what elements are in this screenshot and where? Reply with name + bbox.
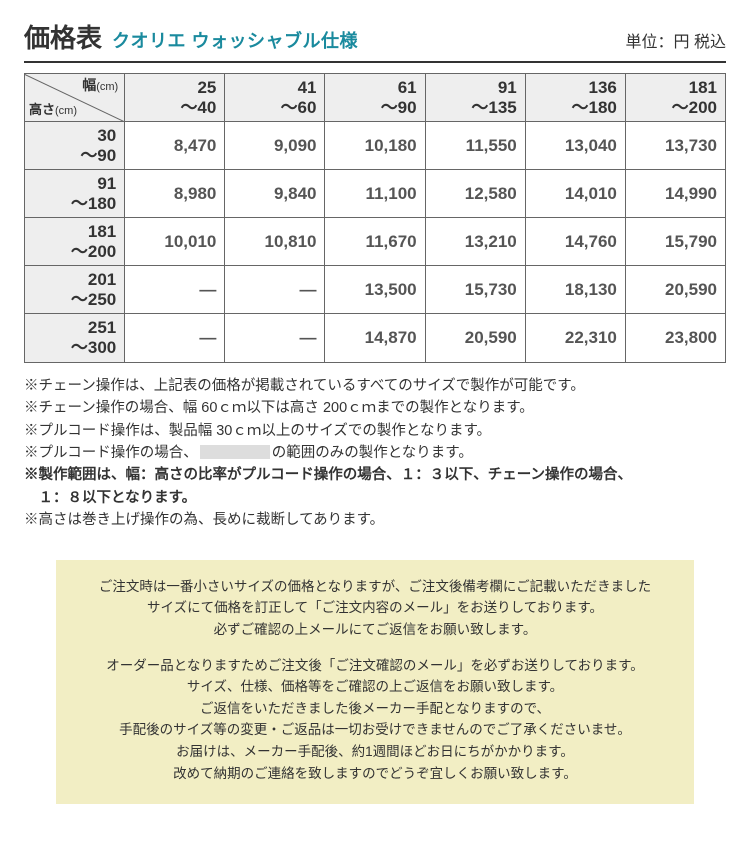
note-line: ※プルコード操作は、製品幅 30ｃｍ以上のサイズでの製作となります。	[24, 420, 726, 442]
price-cell: 11,100	[325, 170, 425, 218]
note-line-bold: ※製作範囲は、幅：高さの比率がプルコード操作の場合、１：３以下、チェーン操作の場…	[24, 464, 726, 486]
price-cell: 10,180	[325, 122, 425, 170]
price-cell: 22,310	[525, 314, 625, 362]
col-header: 41〜60	[225, 74, 325, 122]
order-note-line: 手配後のサイズ等の変更・ご返品は一切お受けできませんのでご了承くださいませ。	[68, 719, 682, 741]
price-cell: 10,010	[125, 218, 225, 266]
order-note-line: サイズ、仕様、価格等をご確認の上ご返信をお願い致します。	[68, 676, 682, 698]
note-text: ※プルコード操作の場合、	[24, 445, 198, 461]
row-header: 181〜200	[25, 218, 125, 266]
price-cell: 14,870	[325, 314, 425, 362]
price-cell: ―	[125, 266, 225, 314]
order-note-line: オーダー品となりますためご注文後「ご注文確認のメール」を必ずお送りしております。	[68, 655, 682, 677]
corner-top-unit: (cm)	[96, 81, 118, 93]
sub-title: クオリエ ウォッシャブル仕様	[112, 27, 358, 53]
col-header: 25〜40	[125, 74, 225, 122]
note-line: ※チェーン操作は、上記表の価格が掲載されているすべてのサイズで製作が可能です。	[24, 375, 726, 397]
corner-bottom-unit: (cm)	[55, 105, 77, 117]
page-container: 価格表 クオリエ ウォッシャブル仕様 単位：円 税込 幅(cm) 高さ(cm) …	[0, 0, 750, 834]
table-row: 30〜908,4709,09010,18011,55013,04013,730	[25, 122, 726, 170]
corner-top-text: 幅	[82, 77, 96, 93]
table-row: 251〜300――14,87020,59022,31023,800	[25, 314, 726, 362]
price-cell: 18,130	[525, 266, 625, 314]
price-cell: 23,800	[625, 314, 725, 362]
col-header: 136〜180	[525, 74, 625, 122]
unit-label: 単位：円 税込	[626, 28, 726, 52]
price-cell: 15,790	[625, 218, 725, 266]
order-note-line: 必ずご確認の上メールにてご返信をお願い致します。	[68, 619, 682, 641]
price-cell: 11,550	[425, 122, 525, 170]
table-row: 91〜1808,9809,84011,10012,58014,01014,990	[25, 170, 726, 218]
corner-bottom-text: 高さ	[29, 102, 55, 117]
note-line: ※高さは巻き上げ操作の為、長めに裁断してあります。	[24, 509, 726, 531]
col-header: 61〜90	[325, 74, 425, 122]
price-cell: 20,590	[625, 266, 725, 314]
corner-cell: 幅(cm) 高さ(cm)	[25, 74, 125, 122]
price-table: 幅(cm) 高さ(cm) 25〜4041〜6061〜9091〜135136〜18…	[24, 73, 726, 363]
table-body: 30〜908,4709,09010,18011,55013,04013,7309…	[25, 122, 726, 362]
price-cell: 13,210	[425, 218, 525, 266]
col-header: 181〜200	[625, 74, 725, 122]
main-title: 価格表	[24, 18, 102, 55]
table-row: 181〜20010,01010,81011,67013,21014,76015,…	[25, 218, 726, 266]
price-cell: ―	[225, 314, 325, 362]
corner-top-label: 幅(cm)	[82, 77, 118, 94]
price-cell: 15,730	[425, 266, 525, 314]
header: 価格表 クオリエ ウォッシャブル仕様 単位：円 税込	[24, 18, 726, 63]
table-row: 201〜250――13,50015,73018,13020,590	[25, 266, 726, 314]
order-note-line: お届けは、メーカー手配後、約1週間ほどお日にちがかかります。	[68, 741, 682, 763]
row-header: 201〜250	[25, 266, 125, 314]
price-cell: 13,500	[325, 266, 425, 314]
col-header: 91〜135	[425, 74, 525, 122]
row-header: 251〜300	[25, 314, 125, 362]
price-cell: 9,840	[225, 170, 325, 218]
order-note-line: ご返信をいただきました後メーカー手配となりますので、	[68, 698, 682, 720]
price-cell: 14,010	[525, 170, 625, 218]
price-cell: 10,810	[225, 218, 325, 266]
order-note-line: ご注文時は一番小さいサイズの価格となりますが、ご注文後備考欄にご記載いただきまし…	[68, 576, 682, 598]
table-header-row: 幅(cm) 高さ(cm) 25〜4041〜6061〜9091〜135136〜18…	[25, 74, 726, 122]
price-cell: 13,730	[625, 122, 725, 170]
order-note-box: ご注文時は一番小さいサイズの価格となりますが、ご注文後備考欄にご記載いただきまし…	[56, 560, 694, 804]
price-cell: 13,040	[525, 122, 625, 170]
price-cell: 8,980	[125, 170, 225, 218]
order-note-line: サイズにて価格を訂正して「ご注文内容のメール」をお送りしております。	[68, 597, 682, 619]
price-cell: ―	[125, 314, 225, 362]
corner-bottom-label: 高さ(cm)	[29, 103, 77, 118]
price-cell: 14,990	[625, 170, 725, 218]
order-note-line: 改めて納期のご連絡を致しますのでどうぞ宜しくお願い致します。	[68, 763, 682, 785]
price-cell: 11,670	[325, 218, 425, 266]
price-cell: 8,470	[125, 122, 225, 170]
note-line: ※チェーン操作の場合、幅 60ｃｍ以下は高さ 200ｃｍまでの製作となります。	[24, 397, 726, 419]
note-line: ※プルコード操作の場合、 の範囲のみの製作となります。	[24, 442, 726, 464]
spacer	[68, 641, 682, 655]
price-cell: 20,590	[425, 314, 525, 362]
price-cell: 9,090	[225, 122, 325, 170]
title-group: 価格表 クオリエ ウォッシャブル仕様	[24, 18, 358, 55]
price-cell: ―	[225, 266, 325, 314]
price-cell: 12,580	[425, 170, 525, 218]
row-header: 91〜180	[25, 170, 125, 218]
note-text: の範囲のみの製作となります。	[272, 445, 473, 461]
row-header: 30〜90	[25, 122, 125, 170]
grey-placeholder	[200, 445, 270, 459]
note-line-bold: １：８以下となります。	[24, 487, 726, 509]
price-cell: 14,760	[525, 218, 625, 266]
notes-block: ※チェーン操作は、上記表の価格が掲載されているすべてのサイズで製作が可能です。 …	[24, 375, 726, 532]
